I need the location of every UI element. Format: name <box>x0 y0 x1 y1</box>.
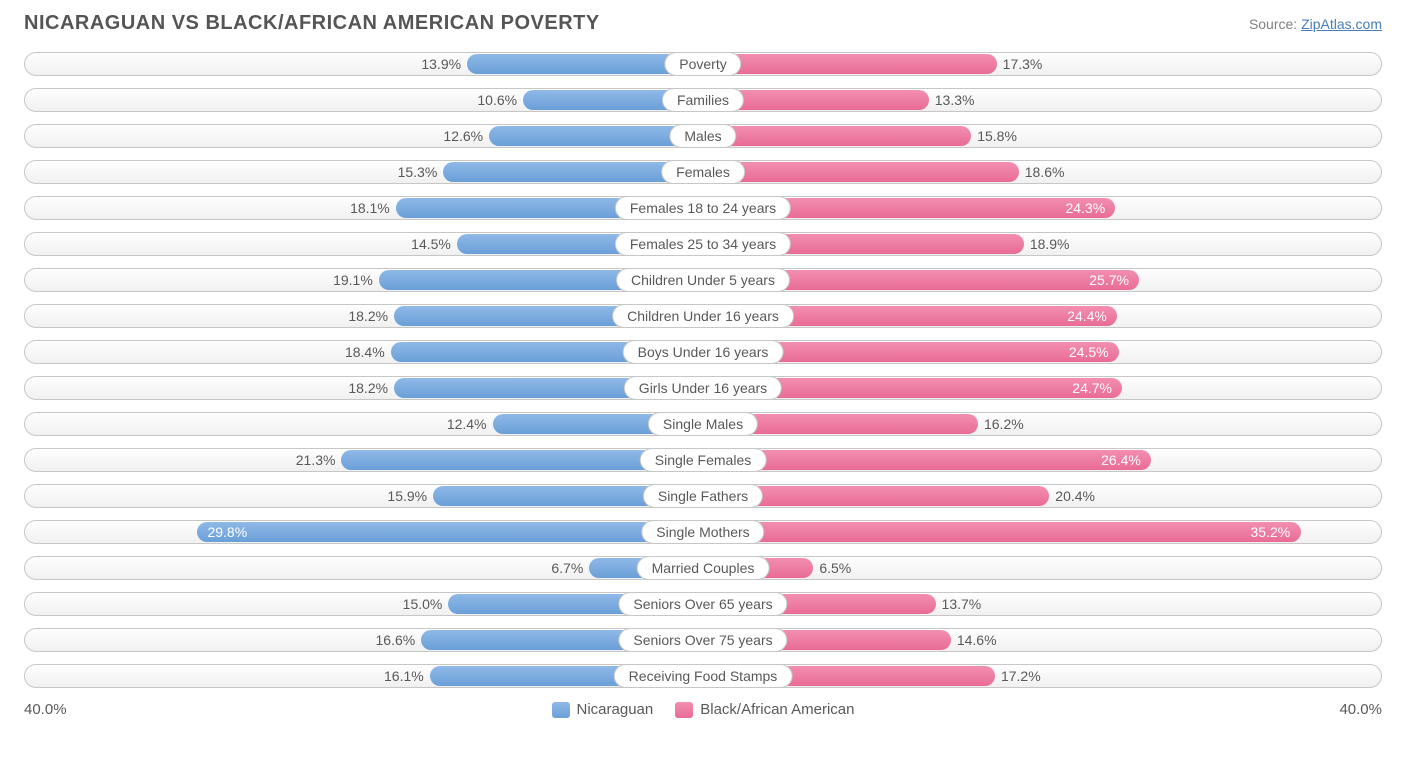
bar-row: 21.3% 26.4% Single Females <box>24 443 1382 476</box>
value-left: 16.1% <box>384 666 424 686</box>
category-label: Females 18 to 24 years <box>615 196 791 220</box>
bar-row: 18.2% 24.7% Girls Under 16 years <box>24 371 1382 404</box>
value-left: 15.0% <box>403 594 443 614</box>
category-label: Single Males <box>648 412 758 436</box>
legend-swatch-right <box>675 702 693 718</box>
bar-row: 19.1% 25.7% Children Under 5 years <box>24 263 1382 296</box>
category-label: Females <box>661 160 745 184</box>
category-label: Single Females <box>640 448 767 472</box>
category-label: Children Under 5 years <box>616 268 790 292</box>
category-label: Poverty <box>664 52 741 76</box>
bar-row: 13.9% 17.3% Poverty <box>24 47 1382 80</box>
value-left: 18.4% <box>345 342 385 362</box>
value-left: 18.1% <box>350 198 390 218</box>
value-right: 13.7% <box>942 594 982 614</box>
value-right: 35.2% <box>1251 522 1291 542</box>
legend-item-right: Black/African American <box>675 701 854 718</box>
value-right: 16.2% <box>984 414 1024 434</box>
bar-row: 15.0% 13.7% Seniors Over 65 years <box>24 587 1382 620</box>
value-left: 13.9% <box>421 54 461 74</box>
bar-row: 16.1% 17.2% Receiving Food Stamps <box>24 659 1382 692</box>
diverging-bar-chart: 13.9% 17.3% Poverty 10.6% 13.3% Families 12.6%… <box>0 43 1406 692</box>
category-label: Girls Under 16 years <box>624 376 782 400</box>
source-label: Source: <box>1249 16 1297 32</box>
bar-row: 18.1% 24.3% Females 18 to 24 years <box>24 191 1382 224</box>
value-left: 19.1% <box>333 270 373 290</box>
value-right: 17.2% <box>1001 666 1041 686</box>
value-left: 16.6% <box>376 630 416 650</box>
value-right: 20.4% <box>1055 486 1095 506</box>
category-label: Single Mothers <box>641 520 764 544</box>
bar-row: 6.7% 6.5% Married Couples <box>24 551 1382 584</box>
category-label: Married Couples <box>637 556 770 580</box>
category-label: Males <box>669 124 736 148</box>
category-label: Seniors Over 75 years <box>618 628 787 652</box>
value-right: 17.3% <box>1003 54 1043 74</box>
value-left: 12.6% <box>443 126 483 146</box>
value-right: 26.4% <box>1101 450 1141 470</box>
value-right: 24.5% <box>1069 342 1109 362</box>
value-right: 18.9% <box>1030 234 1070 254</box>
category-label: Seniors Over 65 years <box>618 592 787 616</box>
bar-row: 16.6% 14.6% Seniors Over 75 years <box>24 623 1382 656</box>
legend-label-left: Nicaraguan <box>577 701 654 718</box>
category-label: Females 25 to 34 years <box>615 232 791 256</box>
value-left: 21.3% <box>296 450 336 470</box>
value-left: 18.2% <box>348 378 388 398</box>
value-right: 15.8% <box>977 126 1017 146</box>
value-left: 6.7% <box>551 558 583 578</box>
source-attribution: Source: ZipAtlas.com <box>1249 16 1382 32</box>
value-right: 18.6% <box>1025 162 1065 182</box>
value-right: 24.4% <box>1067 306 1107 326</box>
legend: Nicaraguan Black/African American <box>552 701 855 718</box>
axis-right-max: 40.0% <box>1339 701 1382 718</box>
bar-row: 14.5% 18.9% Females 25 to 34 years <box>24 227 1382 260</box>
value-left: 15.9% <box>387 486 427 506</box>
bar-row: 12.6% 15.8% Males <box>24 119 1382 152</box>
bar-row: 12.4% 16.2% Single Males <box>24 407 1382 440</box>
bar-left <box>197 522 703 542</box>
value-left: 15.3% <box>398 162 438 182</box>
bar-right <box>703 54 997 74</box>
legend-swatch-left <box>552 702 570 718</box>
value-right: 13.3% <box>935 90 975 110</box>
bar-row: 10.6% 13.3% Families <box>24 83 1382 116</box>
value-right: 24.3% <box>1065 198 1105 218</box>
value-right: 6.5% <box>819 558 851 578</box>
source-link[interactable]: ZipAtlas.com <box>1301 16 1382 32</box>
category-label: Boys Under 16 years <box>623 340 784 364</box>
axis-left-max: 40.0% <box>24 701 67 718</box>
value-left: 10.6% <box>477 90 517 110</box>
bar-right <box>703 450 1151 470</box>
value-left: 14.5% <box>411 234 451 254</box>
bar-row: 15.3% 18.6% Females <box>24 155 1382 188</box>
value-left: 12.4% <box>447 414 487 434</box>
legend-item-left: Nicaraguan <box>552 701 654 718</box>
value-right: 25.7% <box>1089 270 1129 290</box>
category-label: Families <box>662 88 744 112</box>
bar-right <box>703 522 1301 542</box>
value-right: 24.7% <box>1072 378 1112 398</box>
category-label: Receiving Food Stamps <box>614 664 793 688</box>
category-label: Single Fathers <box>643 484 763 508</box>
value-left: 18.2% <box>348 306 388 326</box>
value-right: 14.6% <box>957 630 997 650</box>
bar-row: 18.2% 24.4% Children Under 16 years <box>24 299 1382 332</box>
bar-right <box>703 126 971 146</box>
bar-row: 29.8% 35.2% Single Mothers <box>24 515 1382 548</box>
chart-title: NICARAGUAN VS BLACK/AFRICAN AMERICAN POV… <box>24 12 600 35</box>
legend-label-right: Black/African American <box>700 701 854 718</box>
value-left: 29.8% <box>207 522 247 542</box>
bar-row: 18.4% 24.5% Boys Under 16 years <box>24 335 1382 368</box>
category-label: Children Under 16 years <box>612 304 794 328</box>
bar-row: 15.9% 20.4% Single Fathers <box>24 479 1382 512</box>
bar-right <box>703 162 1019 182</box>
